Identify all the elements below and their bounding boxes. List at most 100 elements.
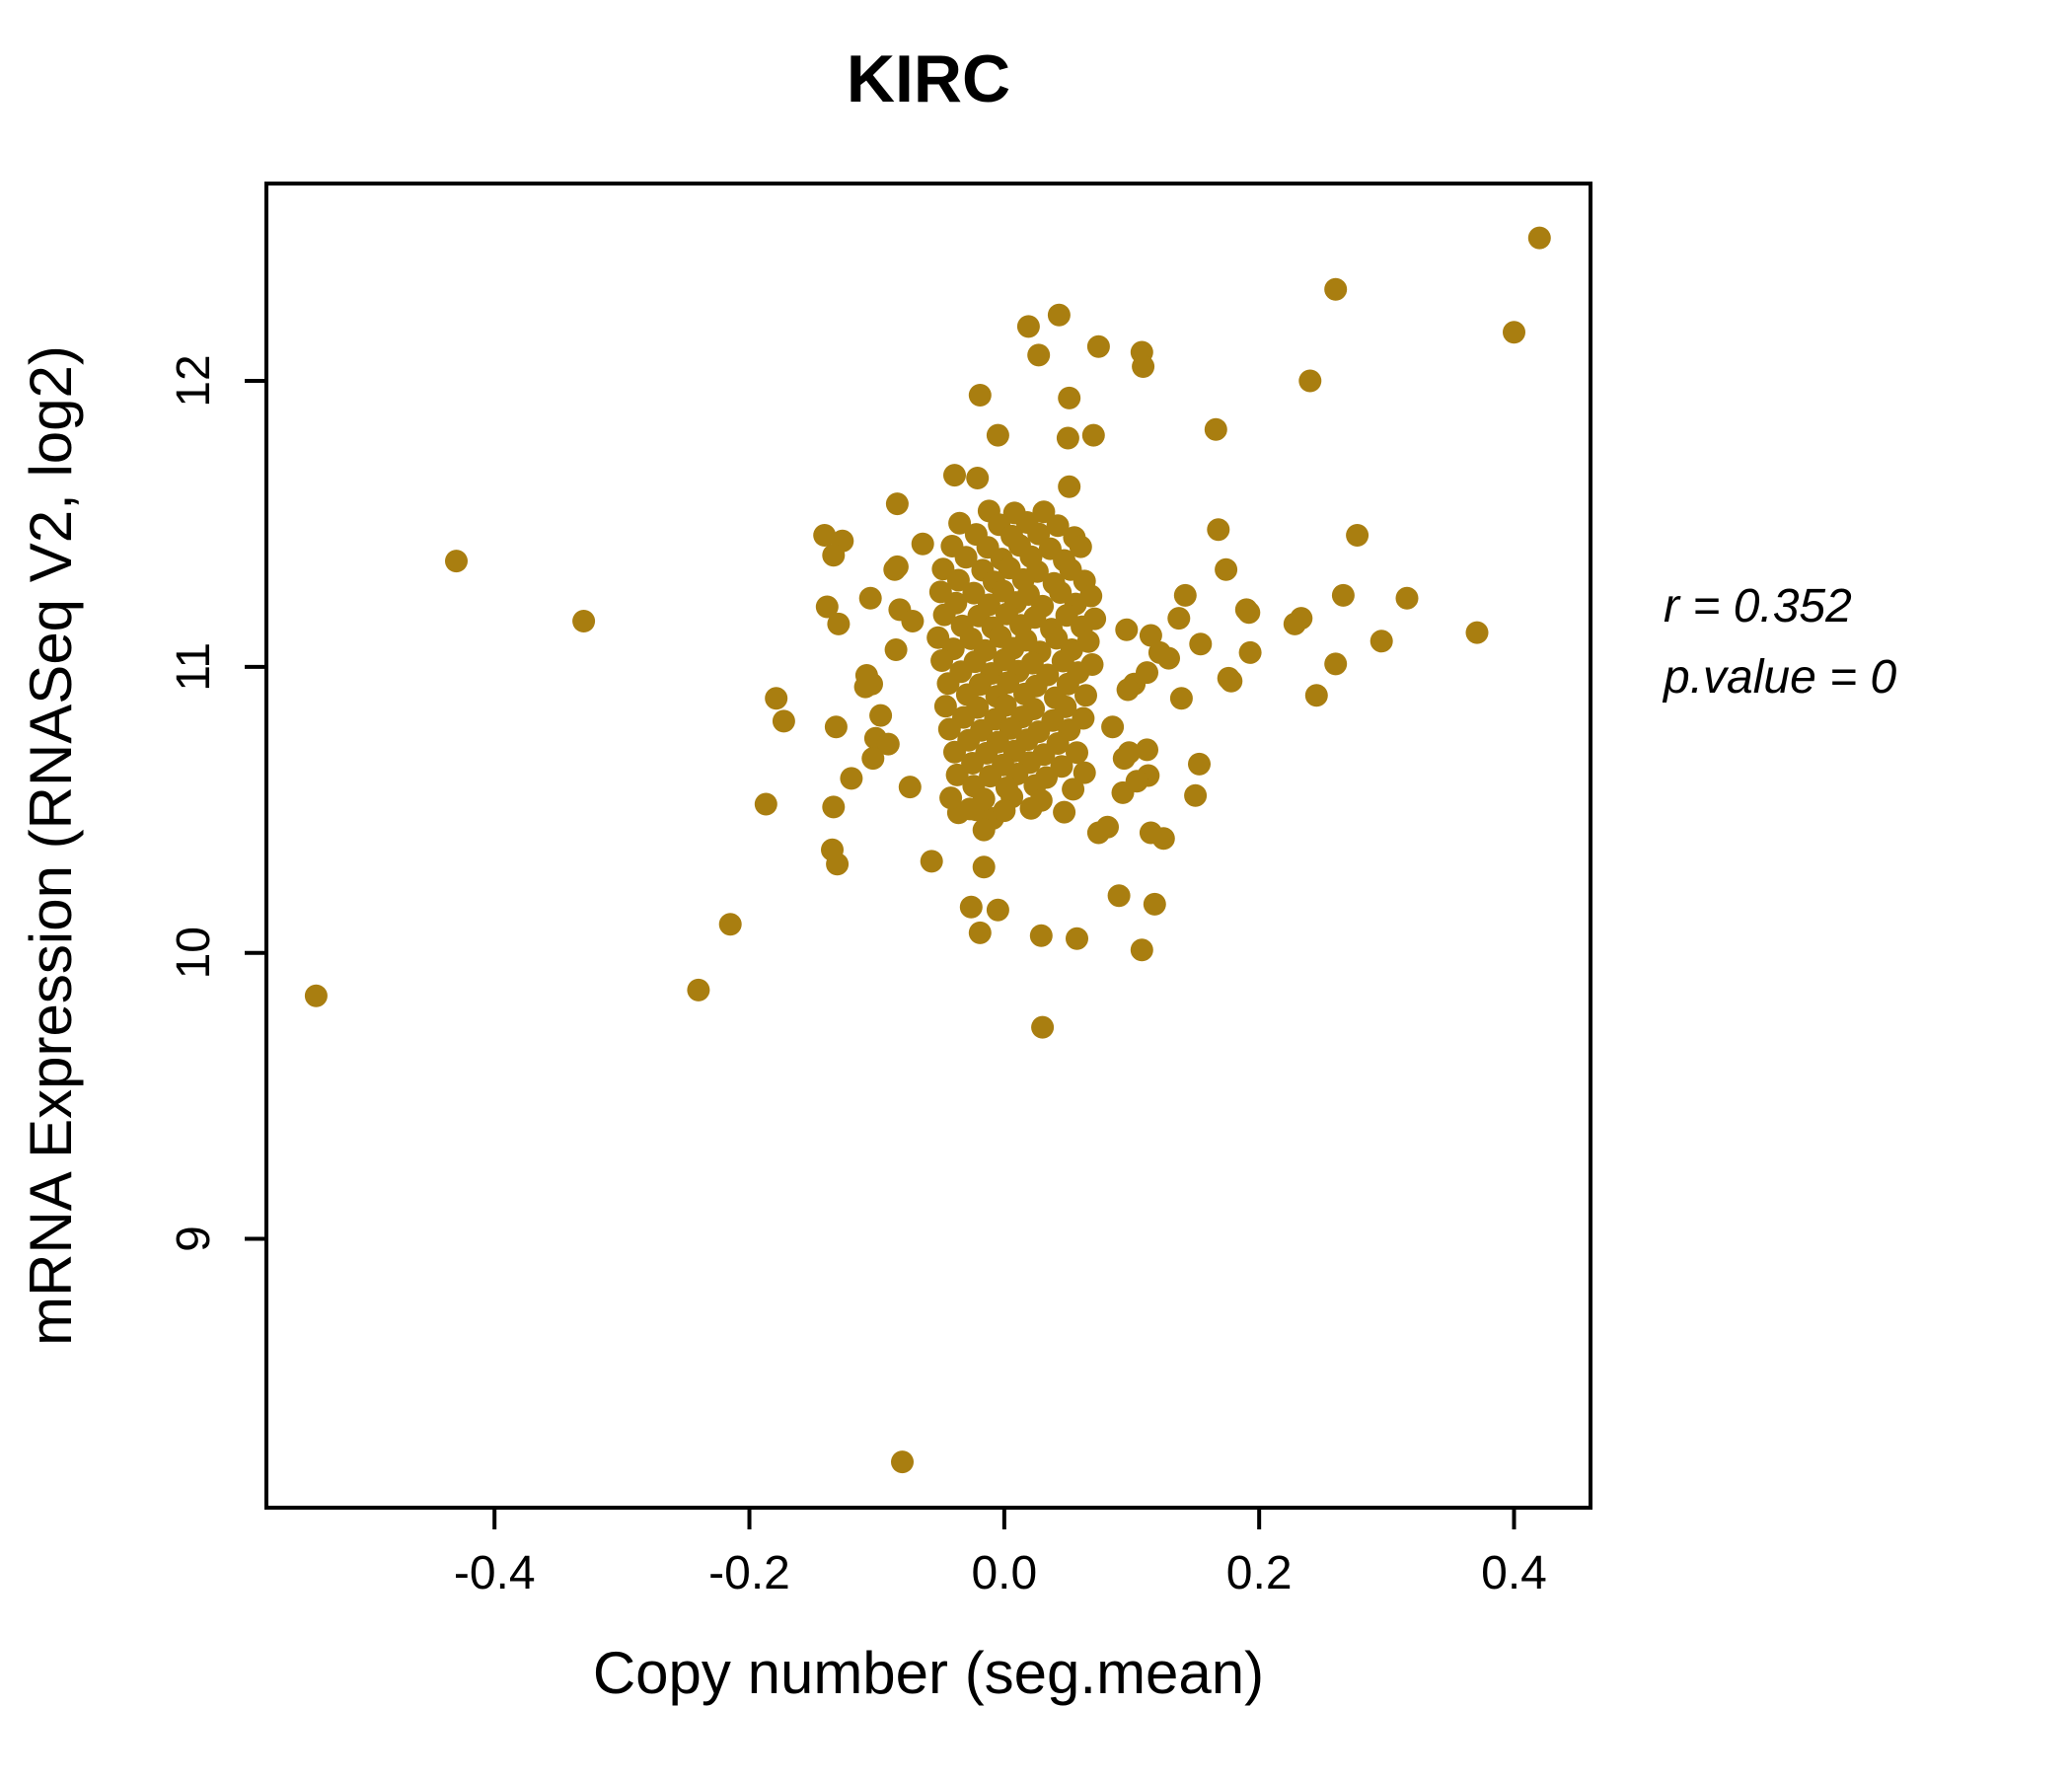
x-tick-label: 0.2: [1226, 1547, 1293, 1599]
data-point: [1184, 783, 1208, 807]
data-point: [858, 586, 882, 610]
data-point: [943, 464, 966, 487]
axis-ticks-layer: -0.4 -0.2 0.0 0.2 0.4 9 10 11 12: [168, 354, 1547, 1599]
data-point: [1188, 752, 1211, 776]
data-point: [1204, 417, 1227, 441]
data-point: [1027, 343, 1051, 367]
data-point: [933, 695, 957, 718]
data-point: [1130, 938, 1153, 962]
x-tick-label: -0.2: [708, 1547, 790, 1599]
data-point: [1189, 632, 1213, 656]
data-point: [304, 984, 328, 1007]
data-point: [1283, 612, 1306, 635]
data-point: [966, 467, 990, 489]
x-tick-label: 0.0: [971, 1547, 1037, 1599]
data-point: [943, 740, 966, 764]
data-point: [1324, 652, 1348, 676]
data-point: [948, 511, 972, 535]
data-point: [885, 555, 909, 578]
data-point: [1081, 423, 1105, 447]
data-point: [1031, 1015, 1055, 1039]
data-point: [979, 765, 1002, 788]
data-point: [687, 978, 710, 1002]
y-tick-label: 11: [168, 642, 220, 692]
data-point: [1167, 607, 1191, 631]
data-point: [1029, 924, 1053, 947]
data-point: [936, 672, 960, 696]
data-point: [1143, 892, 1166, 916]
data-point: [1058, 386, 1081, 409]
data-point: [1073, 761, 1096, 784]
data-point: [946, 568, 970, 592]
data-point: [1139, 821, 1162, 845]
data-point: [968, 384, 992, 407]
data-point: [1215, 557, 1238, 581]
data-point: [986, 423, 1009, 447]
data-point: [1217, 666, 1240, 690]
plot-title: KIRC: [847, 41, 1010, 116]
data-point: [827, 612, 851, 635]
data-point: [1074, 684, 1097, 707]
data-point: [826, 853, 850, 876]
data-point: [1139, 624, 1162, 647]
data-point: [1503, 321, 1525, 344]
data-point: [1116, 678, 1140, 702]
data-point: [1046, 514, 1070, 538]
data-point: [1101, 715, 1125, 739]
x-axis-label: Copy number (seg.mean): [593, 1640, 1264, 1706]
data-point: [898, 776, 922, 799]
data-point: [1395, 586, 1419, 610]
data-point: [1047, 303, 1071, 327]
data-point: [993, 799, 1016, 823]
data-point: [1238, 640, 1262, 664]
data-point: [1117, 741, 1141, 765]
data-points-layer: [304, 226, 1551, 1474]
correlation-annotation: r = 0.352: [1664, 580, 1852, 632]
data-point: [1107, 884, 1131, 908]
data-point: [822, 544, 846, 567]
data-point: [815, 595, 839, 619]
data-point: [958, 797, 982, 821]
y-tick-label: 9: [168, 1225, 220, 1252]
data-point: [972, 818, 996, 842]
data-point: [1125, 770, 1148, 793]
data-point: [822, 795, 846, 819]
data-point: [891, 1450, 914, 1474]
data-point: [961, 752, 985, 775]
data-point: [1066, 927, 1088, 950]
data-point: [1465, 621, 1489, 644]
x-tick-label: -0.4: [454, 1547, 536, 1599]
data-point: [1056, 426, 1079, 450]
data-point: [572, 610, 596, 632]
data-point: [754, 792, 777, 816]
data-point: [765, 687, 788, 710]
data-point: [1147, 640, 1171, 664]
data-point: [1096, 815, 1119, 839]
data-point: [1324, 277, 1348, 301]
data-point: [1086, 334, 1110, 358]
data-point: [853, 675, 877, 699]
data-point: [986, 898, 1009, 922]
data-point: [911, 532, 934, 556]
data-point: [885, 492, 909, 516]
data-point: [1062, 778, 1085, 801]
data-point: [939, 786, 963, 810]
data-point: [932, 603, 956, 627]
data-point: [445, 550, 468, 573]
data-point: [1132, 355, 1155, 378]
data-point: [772, 709, 795, 733]
data-point: [1069, 535, 1092, 558]
y-tick-label: 10: [168, 927, 220, 979]
data-point: [1173, 583, 1197, 607]
data-point: [1019, 796, 1043, 820]
data-point: [869, 704, 893, 727]
data-point: [1066, 741, 1088, 765]
data-point: [1527, 226, 1551, 250]
data-point: [1298, 369, 1322, 393]
data-point: [1234, 598, 1258, 622]
data-point: [813, 524, 837, 547]
data-point: [1304, 684, 1328, 707]
data-point: [1346, 524, 1369, 547]
